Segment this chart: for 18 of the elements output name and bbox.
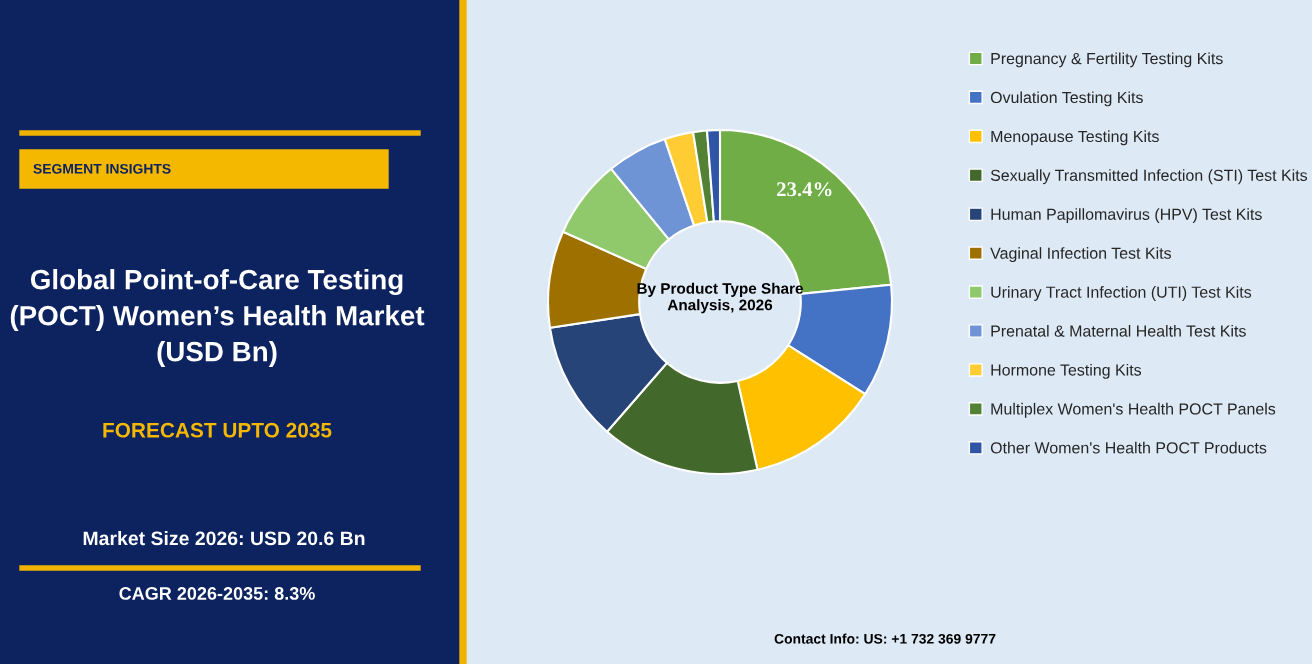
text: SEGMENT INSIGHTS	[33, 163, 171, 174]
text: FORECAST UPTO 2035	[103, 422, 332, 438]
legend-label: Other Women's Health POCT Products	[990, 441, 1267, 454]
legend-label: Menopause Testing Kits	[991, 130, 1159, 146]
legend-label: Pregnancy & Fertility Testing Kits	[991, 52, 1223, 68]
text: CAGR 2026-2035: 8.3%	[119, 587, 315, 600]
text: Contact Info: US: +1 732 369 9777	[774, 633, 996, 644]
legend-label: Urinary Tract Infection (UTI) Test Kits	[991, 286, 1252, 301]
legend-label: Prenatal & Maternal Health Test Kits	[991, 324, 1246, 337]
legend-label: Vaginal Infection Test Kits	[990, 247, 1171, 263]
data-label: 23.4%	[777, 182, 832, 197]
legend-label: Human Papillomavirus (HPV) Test Kits	[991, 208, 1262, 224]
legend-label: Multiplex Women's Health POCT Panels	[991, 402, 1276, 418]
legend-label: Hormone Testing Kits	[991, 363, 1142, 379]
legend-label: Sexually Transmitted Infection (STI) Test Kits	[990, 169, 1308, 185]
legend-label: Ovulation Testing Kits	[990, 91, 1143, 107]
text: Market Size 2026: USD 20.6 Bn	[83, 530, 365, 546]
text: Global Point-of-Care Testing (POCT) Women’s Health Market (USD Bn)	[10, 269, 425, 367]
